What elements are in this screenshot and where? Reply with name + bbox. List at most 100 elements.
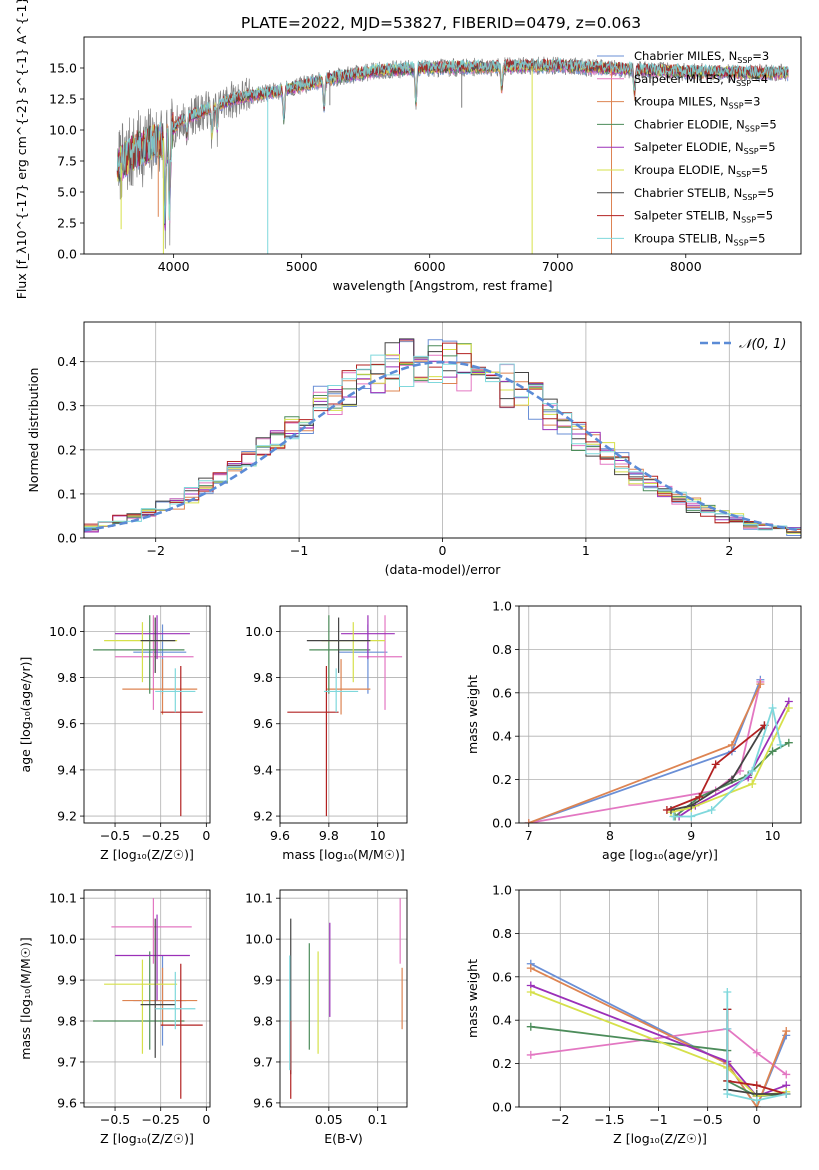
- series-marker-kroupa_stelib: [748, 766, 757, 775]
- y-tick-label: 7.5: [57, 154, 77, 169]
- y-tick-label: 9.8: [57, 670, 77, 685]
- massweight-vs-Z-panel: −2 −1.5 −1 −0.5 0 0.0 0.2 0.4 0.6 0.8 1.0 Z [log₁₀(…: [465, 883, 802, 1146]
- series-marker-chabrier_stelib: [727, 775, 736, 784]
- x-tick-label: −1.5: [594, 1112, 624, 1127]
- x-tick-label: 1: [582, 543, 590, 558]
- series-marker-kroupa_miles: [524, 819, 533, 823]
- y-tick-label: 9.6: [57, 1095, 77, 1110]
- y-tick-label: 0.3: [57, 398, 77, 413]
- residuals-panel: −2 −1 0 1 2 0.0 0.1 0.2 0.3 0.4 (data-model)/error…: [26, 321, 802, 577]
- y-tick-label: 1.0: [492, 883, 512, 898]
- series-line-salpeter_elodie: [678, 701, 790, 818]
- x-axis-label: (data-model)/error: [385, 562, 502, 577]
- y-tick-label: 9.2: [57, 809, 77, 824]
- series-marker-salpeter_miles: [526, 1050, 535, 1059]
- y-tick-label: 0.2: [492, 1056, 512, 1071]
- legend-label: Kroupa ELODIE, NSSP=5: [634, 163, 768, 179]
- series-marker-salpeter_stelib: [662, 805, 671, 814]
- y-tick-label: 9.6: [57, 716, 77, 731]
- y-tick-label: 0.6: [492, 969, 512, 984]
- series-marker-kroupa_miles: [782, 1027, 791, 1036]
- normal-curve: [84, 360, 801, 532]
- histogram-chabrier_miles: [84, 339, 801, 536]
- weight-lines: [524, 675, 793, 823]
- x-tick-label: 0: [202, 1112, 210, 1127]
- y-tick-label: 0.2: [492, 772, 512, 787]
- series-marker-salpeter_stelib: [695, 792, 704, 801]
- series-line-chabrier_miles: [528, 679, 762, 823]
- histogram-salpeter_stelib: [84, 342, 801, 530]
- series-marker-chabrier_stelib: [687, 801, 696, 810]
- plot-frame: [279, 605, 408, 824]
- y-tick-label: 9.8: [253, 670, 273, 685]
- y-tick-label: 10.1: [245, 891, 273, 906]
- y-tick-label: 0.8: [492, 642, 512, 657]
- error-bars: [289, 898, 403, 1099]
- plot-frame: [518, 605, 802, 824]
- y-axis-label: Normed distribution: [26, 368, 41, 493]
- x-tick-label: 0.1: [368, 1112, 388, 1127]
- histograms: [84, 338, 801, 536]
- y-tick-label: 0.6: [492, 685, 512, 700]
- y-tick-label: 9.9: [253, 973, 273, 988]
- x-tick-label: 0: [753, 1112, 761, 1127]
- y-tick-label: 0.0: [492, 816, 512, 831]
- y-tick-label: 10.0: [245, 624, 273, 639]
- x-axis-label: wavelength [Angstrom, rest frame]: [332, 278, 552, 293]
- spectrum-lines: [116, 56, 789, 254]
- x-tick-label: −2: [146, 543, 164, 558]
- x-tick-label: 7000: [542, 259, 574, 274]
- series-line-salpeter_elodie: [530, 984, 787, 1098]
- weight-lines: [526, 959, 791, 1107]
- legend-label: Chabrier STELIB, NSSP=5: [634, 186, 774, 202]
- plot-frame: [518, 889, 802, 1108]
- series-marker-salpeter_stelib: [711, 760, 720, 769]
- mass-vs-ebv-panel: 0.05 0.1 9.6 9.7 9.8 9.9 10.0 10.1 E(B-V): [245, 889, 408, 1146]
- legend-label: Kroupa MILES, NSSP=3: [634, 95, 760, 111]
- series-marker-chabrier_elodie: [768, 747, 777, 756]
- legend-label: Salpeter MILES, NSSP=4: [634, 72, 768, 88]
- y-tick-label: 0.0: [57, 247, 77, 262]
- series-line-salpeter_stelib: [666, 724, 765, 811]
- y-tick-label: 9.9: [57, 973, 77, 988]
- axes-ticks: 7 8 9 10 0.0 0.2 0.4 0.6 0.8 1.0: [492, 599, 801, 843]
- y-tick-label: 0.1: [57, 486, 77, 501]
- x-tick-label: 10: [765, 828, 781, 843]
- x-tick-label: 8000: [670, 259, 702, 274]
- x-tick-label: −0.25: [142, 1112, 180, 1127]
- series-marker-kroupa_stelib: [776, 740, 785, 749]
- series-line-salpeter_miles: [528, 681, 762, 823]
- series-marker-kroupa_stelib: [669, 812, 678, 821]
- x-tick-label: 2: [725, 543, 733, 558]
- series-marker-kroupa_stelib: [707, 805, 716, 814]
- error-bars: [287, 615, 403, 817]
- series-marker-kroupa_stelib: [723, 1089, 732, 1098]
- x-tick-label: −0.25: [142, 828, 180, 843]
- y-tick-label: 2.5: [57, 216, 77, 231]
- y-tick-label: 9.4: [253, 762, 273, 777]
- x-tick-label: −2: [551, 1112, 569, 1127]
- x-tick-label: 9: [687, 828, 695, 843]
- x-tick-label: 6000: [414, 259, 446, 274]
- plot-frame: [83, 889, 211, 1108]
- x-axis-label: age [log₁₀(age/yr)]: [602, 847, 718, 862]
- x-tick-label: −1: [290, 543, 308, 558]
- y-tick-label: 0.4: [57, 354, 77, 369]
- series-marker-kroupa_stelib: [768, 703, 777, 712]
- axes-ticks: 4000 5000 6000 7000 8000 0.0 2.5 5.0 7.5 10.0 12.5…: [49, 61, 702, 275]
- spectrum-panel: 4000 5000 6000 7000 8000 0.0 2.5 5.0 7.5 10.0 12.5…: [14, 0, 802, 299]
- x-axis-label: Z [log₁₀(Z/Z☉)]: [613, 1131, 707, 1146]
- y-axis-label: mass weight: [465, 959, 480, 1038]
- y-axis-label: mass weight: [465, 675, 480, 754]
- age-vs-mass-panel: 9.6 9.8 10 9.2 9.4 9.6 9.8 10.0 mass [log₁₀(M/M☉…: [245, 605, 408, 862]
- y-tick-label: 10.1: [49, 891, 77, 906]
- y-tick-label: 5.0: [57, 185, 77, 200]
- axes-ticks: −2 −1 0 1 2 0.0 0.1 0.2 0.3 0.4: [57, 322, 801, 558]
- y-tick-label: 10.0: [49, 123, 77, 138]
- x-tick-label: 0: [202, 828, 210, 843]
- y-tick-label: 0.4: [492, 729, 512, 744]
- x-tick-label: −0.5: [100, 828, 130, 843]
- y-tick-label: 9.4: [57, 762, 77, 777]
- series-marker-kroupa_elodie: [748, 779, 757, 788]
